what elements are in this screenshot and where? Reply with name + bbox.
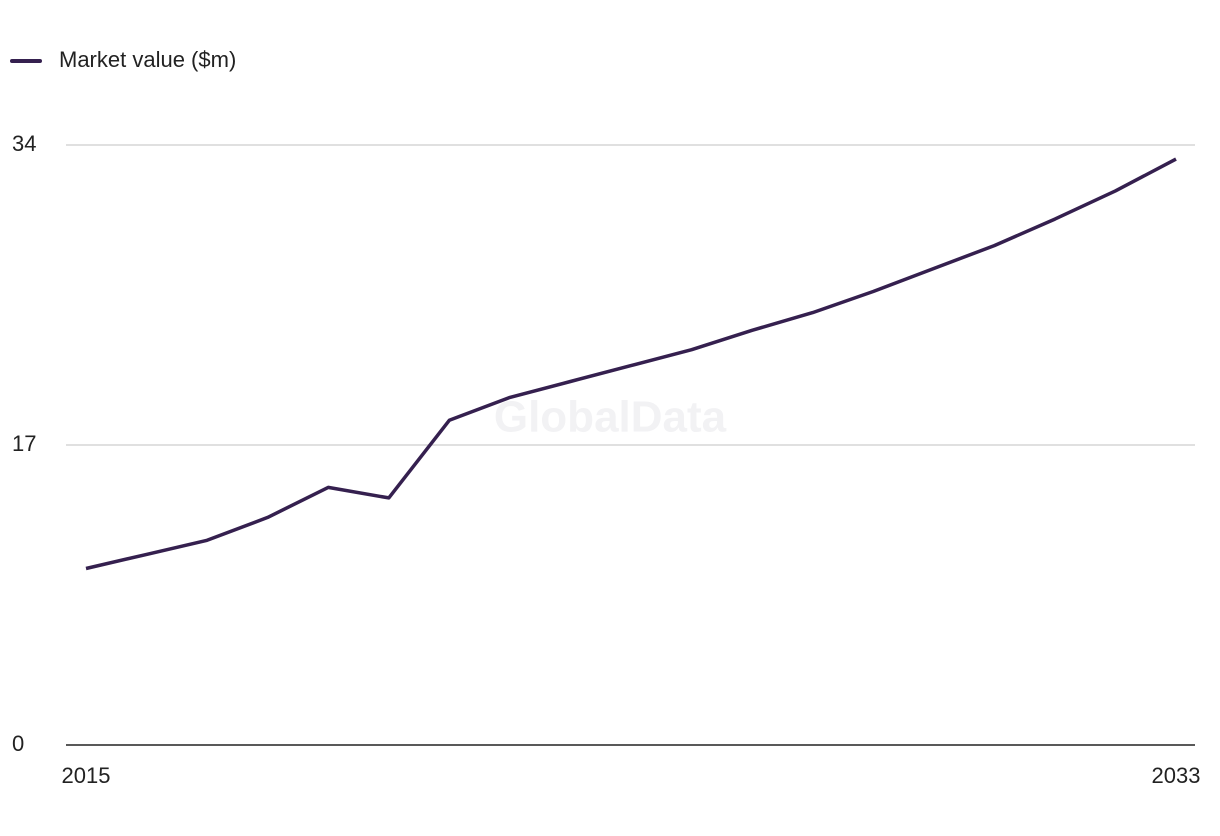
y-tick-label: 0 [12, 731, 24, 756]
watermark: GlobalData [494, 393, 727, 442]
y-tick-label: 17 [12, 431, 36, 456]
y-tick-label: 34 [12, 131, 36, 156]
series-line [85, 157, 1177, 571]
x-tick-label: 2033 [1152, 763, 1201, 788]
legend-label: Market value ($m) [59, 47, 236, 72]
x-tick-label: 2015 [62, 763, 111, 788]
